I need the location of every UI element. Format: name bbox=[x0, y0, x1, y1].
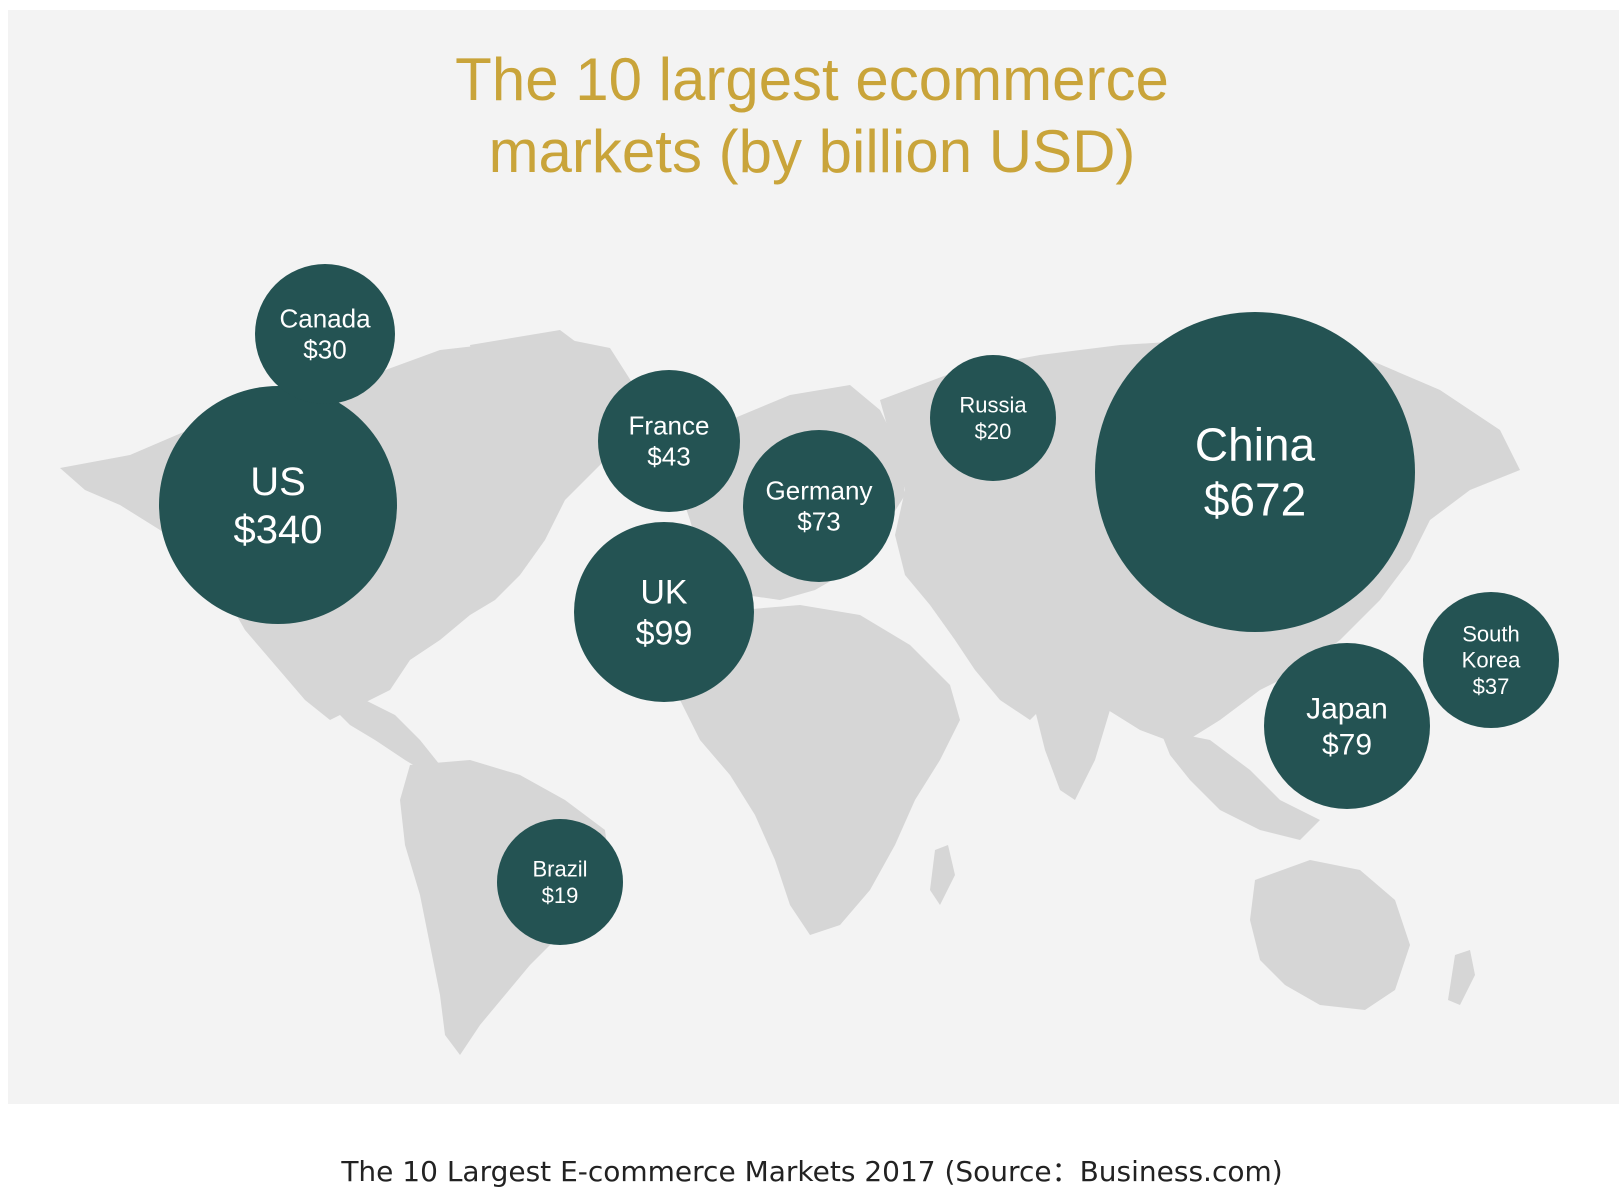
land-central-america bbox=[330, 700, 440, 775]
bubble-value-us: $340 bbox=[234, 508, 323, 552]
bubble-country-brazil: Brazil bbox=[532, 857, 587, 882]
bubble-value-brazil: $19 bbox=[542, 883, 579, 908]
bubble-circle-us bbox=[159, 386, 397, 624]
bubble-china: China$672 bbox=[1095, 312, 1415, 632]
bubble-country-south-korea: South bbox=[1462, 621, 1520, 646]
bubble-country-us: US bbox=[250, 460, 306, 504]
bubble-value-russia: $20 bbox=[975, 419, 1012, 444]
bubble-country-canada: Canada bbox=[279, 304, 371, 334]
bubble-circle-germany bbox=[743, 430, 895, 582]
market-bubbles: China$672US$340UK$99Japan$79Germany$73Fr… bbox=[159, 264, 1559, 945]
bubble-japan: Japan$79 bbox=[1264, 643, 1430, 809]
land-africa bbox=[672, 605, 960, 935]
bubble-circle-china bbox=[1095, 312, 1415, 632]
land-madagascar bbox=[930, 845, 955, 905]
bubble-value-germany: $73 bbox=[797, 507, 840, 537]
bubble-germany: Germany$73 bbox=[743, 430, 895, 582]
bubble-us: US$340 bbox=[159, 386, 397, 624]
bubble-value-canada: $30 bbox=[303, 335, 346, 365]
bubble-country-south-korea: Korea bbox=[1462, 648, 1521, 673]
bubble-country-japan: Japan bbox=[1306, 693, 1388, 726]
bubble-russia: Russia$20 bbox=[930, 355, 1056, 481]
chart-title-line-2: markets (by billion USD) bbox=[488, 118, 1136, 185]
land-greenland bbox=[470, 330, 600, 445]
figure-caption: The 10 Largest E-commerce Markets 2017 (… bbox=[341, 1155, 1283, 1188]
bubble-country-germany: Germany bbox=[766, 476, 873, 506]
bubble-value-japan: $79 bbox=[1322, 729, 1372, 762]
land-new-zealand bbox=[1448, 950, 1475, 1005]
chart-title: The 10 largest ecommerce markets (by bil… bbox=[0, 44, 1624, 188]
chart-title-line-1: The 10 largest ecommerce bbox=[455, 46, 1169, 113]
bubble-value-uk: $99 bbox=[636, 614, 693, 652]
land-india bbox=[1030, 685, 1110, 800]
bubble-country-uk: UK bbox=[640, 574, 688, 612]
bubble-circle-brazil bbox=[497, 819, 623, 945]
bubble-country-china: China bbox=[1195, 419, 1316, 471]
bubble-value-south-korea: $37 bbox=[1473, 674, 1510, 699]
bubble-brazil: Brazil$19 bbox=[497, 819, 623, 945]
bubble-value-france: $43 bbox=[647, 442, 690, 472]
bubble-value-china: $672 bbox=[1204, 474, 1306, 526]
bubble-country-russia: Russia bbox=[959, 393, 1027, 418]
bubble-france: France$43 bbox=[598, 370, 740, 512]
bubble-circle-france bbox=[598, 370, 740, 512]
bubble-circle-canada bbox=[255, 264, 395, 404]
land-se-asia bbox=[1160, 730, 1320, 840]
bubble-uk: UK$99 bbox=[574, 522, 754, 702]
bubble-circle-uk bbox=[574, 522, 754, 702]
bubble-country-france: France bbox=[629, 411, 710, 441]
bubble-circle-japan bbox=[1264, 643, 1430, 809]
bubble-circle-russia bbox=[930, 355, 1056, 481]
bubble-canada: Canada$30 bbox=[255, 264, 395, 404]
land-australia bbox=[1250, 860, 1410, 1010]
bubble-circle-south-korea bbox=[1423, 592, 1559, 728]
